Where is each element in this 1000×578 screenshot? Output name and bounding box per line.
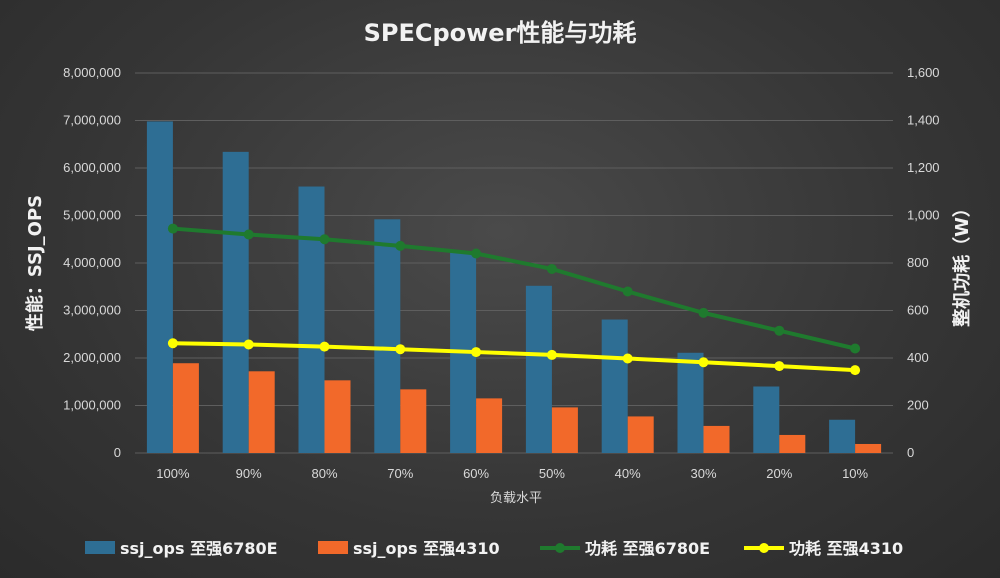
data-point — [622, 286, 633, 297]
x-axis-title: 负载水平 — [490, 491, 542, 506]
bar — [703, 425, 730, 453]
data-point — [395, 240, 406, 251]
legend-item: 功耗 至强4310 — [744, 539, 903, 558]
data-point — [546, 263, 557, 274]
y-axis-title: 性能：SSJ_OPS — [24, 195, 46, 331]
data-point — [850, 365, 861, 376]
legend-label: ssj_ops 至强6780E — [120, 539, 278, 558]
x-tick-label: 90% — [236, 466, 262, 481]
line-series — [167, 223, 861, 376]
legend-label: 功耗 至强4310 — [789, 539, 903, 558]
y2-tick-label: 1,600 — [907, 65, 940, 80]
y-tick-label: 7,000,000 — [63, 113, 121, 128]
right-axis-ticks: 0 200 400 600 800 1,000 1,200 1,400 1,600 — [907, 65, 940, 460]
data-point — [243, 229, 254, 240]
bar — [627, 416, 654, 453]
bar — [753, 386, 780, 453]
legend-label: 功耗 至强6780E — [585, 539, 710, 558]
x-tick-label: 40% — [615, 466, 641, 481]
legend-swatch — [85, 541, 115, 554]
bar — [855, 443, 882, 453]
data-point — [698, 307, 709, 318]
x-tick-label: 60% — [463, 466, 489, 481]
x-tick-label: 100% — [156, 466, 190, 481]
y-tick-label: 5,000,000 — [63, 208, 121, 223]
bar — [324, 380, 351, 453]
y2-tick-label: 1,400 — [907, 113, 940, 128]
bar — [146, 121, 173, 453]
data-point — [774, 325, 785, 336]
y2-tick-label: 0 — [907, 445, 914, 460]
line-series-2 — [167, 338, 861, 376]
data-point — [319, 341, 330, 352]
chart-title: SPECpower性能与功耗 — [364, 19, 637, 47]
legend-marker — [759, 543, 769, 553]
legend-item: ssj_ops 至强4310 — [318, 539, 500, 558]
x-tick-label: 50% — [539, 466, 565, 481]
bar — [172, 363, 199, 453]
bar — [374, 219, 401, 453]
bar — [400, 389, 427, 453]
x-tick-label: 30% — [690, 466, 716, 481]
line-series-1 — [167, 223, 861, 354]
y-tick-label: 6,000,000 — [63, 160, 121, 175]
data-point — [698, 357, 709, 368]
legend-swatch — [318, 541, 348, 554]
bar — [601, 319, 628, 453]
data-point — [243, 339, 254, 350]
y2-tick-label: 1,200 — [907, 160, 940, 175]
x-tick-label: 80% — [311, 466, 337, 481]
data-point — [546, 349, 557, 360]
bar-series-2 — [172, 363, 882, 453]
data-point — [774, 361, 785, 372]
y-tick-label: 0 — [114, 445, 121, 460]
bar — [829, 419, 856, 453]
y2-tick-label: 1,000 — [907, 208, 940, 223]
legend: ssj_ops 至强6780E ssj_ops 至强4310 功耗 至强6780E 功… — [85, 539, 903, 558]
x-tick-label: 10% — [842, 466, 868, 481]
data-point — [167, 223, 178, 234]
bar — [551, 407, 578, 453]
data-point — [471, 248, 482, 259]
y-tick-label: 1,000,000 — [63, 398, 121, 413]
y2-tick-label: 400 — [907, 350, 929, 365]
bar — [298, 186, 325, 453]
bar — [779, 434, 806, 453]
y2-axis-title: 整机功耗（W） — [951, 199, 973, 328]
bar — [248, 371, 275, 453]
bar-series-1 — [146, 121, 856, 453]
bar-series — [146, 121, 882, 453]
y2-tick-label: 800 — [907, 255, 929, 270]
y-tick-label: 8,000,000 — [63, 65, 121, 80]
y-tick-label: 2,000,000 — [63, 350, 121, 365]
data-point — [850, 343, 861, 354]
data-point — [471, 347, 482, 358]
legend-item: 功耗 至强6780E — [540, 539, 710, 558]
legend-marker — [555, 543, 565, 553]
bar — [677, 352, 704, 453]
data-point — [395, 344, 406, 355]
data-point — [622, 353, 633, 364]
y2-tick-label: 600 — [907, 303, 929, 318]
legend-item: ssj_ops 至强6780E — [85, 539, 278, 558]
data-point — [319, 234, 330, 245]
x-tick-label: 20% — [766, 466, 792, 481]
y2-tick-label: 200 — [907, 398, 929, 413]
series-line — [170, 226, 858, 351]
x-axis-ticks: 100% 90% 80% 70% 60% 50% 40% 30% 20% 10% — [156, 466, 868, 481]
x-tick-label: 70% — [387, 466, 413, 481]
y-tick-label: 4,000,000 — [63, 255, 121, 270]
y-tick-label: 3,000,000 — [63, 303, 121, 318]
legend-label: ssj_ops 至强4310 — [353, 539, 500, 558]
series-line — [170, 341, 858, 373]
bar — [222, 151, 249, 453]
data-point — [167, 338, 178, 349]
left-axis-ticks: 0 1,000,000 2,000,000 3,000,000 4,000,000 5,0… — [63, 65, 121, 460]
bar — [476, 398, 503, 453]
bar — [525, 285, 552, 453]
